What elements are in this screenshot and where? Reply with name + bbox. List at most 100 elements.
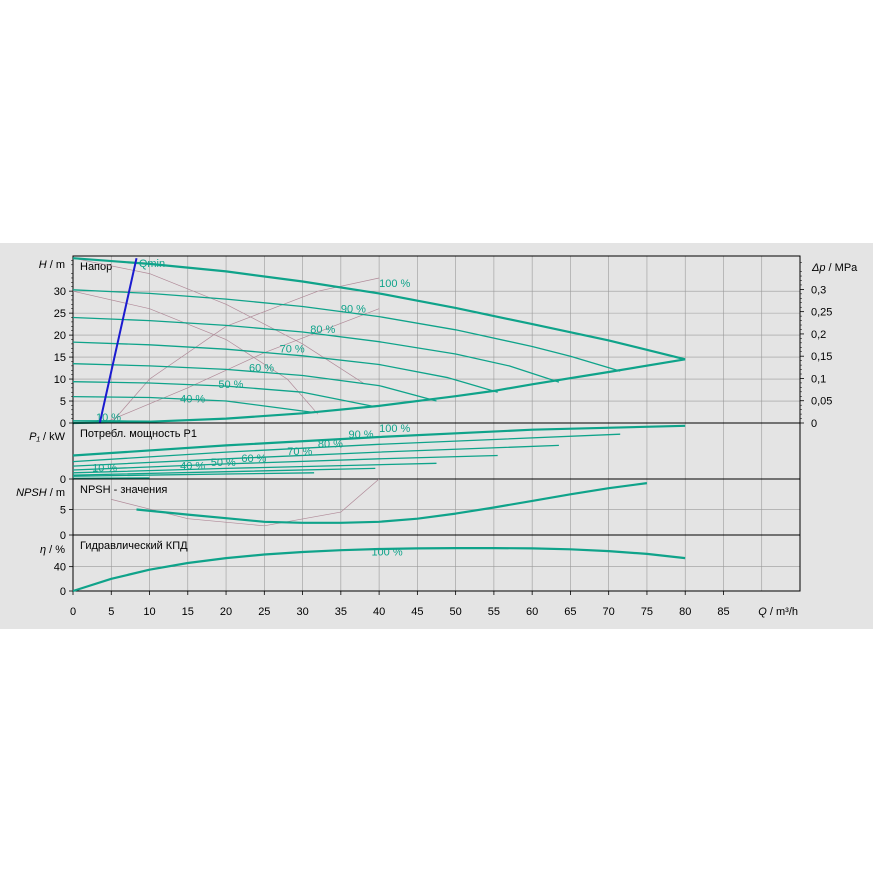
series-line [72,316,560,383]
y-tick-label: 25 [54,308,66,320]
right-tick-label: 0 [811,418,817,430]
pump-curve-chart: 0 5 10 15 20 25 30 35 40 45 50 55 60 65 70 75 80 85 Q / m³… [0,243,873,629]
series-line [72,363,437,402]
panel-frame [72,534,801,592]
qmin-line [98,257,138,424]
series-label: 100 % [379,278,410,290]
series-line [72,547,686,593]
y-tick-label: 30 [54,286,66,298]
panel-efficiency: 0 40 Гидравлический КПД η / % 100 % [40,534,801,598]
series-label: 60 % [241,453,266,465]
right-axis-label: Δp / MPa [811,262,858,274]
x-tick-label: 50 [450,606,462,618]
series-label: 70 % [280,344,305,356]
right-axis-symbol: Δp [811,262,826,274]
series-line [72,395,315,414]
y-tick-label: 20 [54,330,66,342]
qmin-label: Qmin [139,258,165,270]
x-axis-symbol: Q [758,606,767,618]
y-axis-label: P₁ / kW [29,431,65,443]
series-line [72,433,621,463]
series-line [72,444,559,467]
series-line [72,454,498,471]
series-line [72,467,376,476]
guide-curve [72,290,319,415]
series-label: 90 % [348,429,373,441]
y-tick-label: 15 [54,352,66,364]
series-line [72,358,686,425]
right-tick-label: 0,1 [811,373,826,385]
series-label: 60 % [249,363,274,375]
y-axis-symbol: NPSH [16,487,47,499]
pump-curve-svg: 0 5 10 15 20 25 30 35 40 45 50 55 60 65 70 75 80 85 Q / m³… [16,255,858,618]
guide-curve [103,308,380,424]
y-tick-label: 10 [54,374,66,386]
panel-title: Напор [80,261,112,273]
series-label: 40 % [180,393,205,405]
right-axis-unit: / MPa [826,262,859,274]
y-tick-label: 5 [60,505,66,517]
series-label: 80 % [310,324,335,336]
x-tick-label: 45 [411,606,423,618]
right-tick-label: 0,05 [811,396,832,408]
series-label: 10 % [92,463,117,475]
x-tick-label: 40 [373,606,385,618]
x-tick-label: 55 [488,606,500,618]
panel-title: Гидравлический КПД [80,540,188,552]
x-tick-label: 0 [70,606,76,618]
panel-npsh: 0 5 NPSH - значения NPSH / m [16,478,801,542]
series-label: 100 % [379,423,410,435]
series-label: 50 % [211,457,236,469]
series-line [72,381,376,408]
y-axis-unit: / kW [40,431,66,443]
series-label: 70 % [287,446,312,458]
x-tick-label: 20 [220,606,232,618]
panel-title: NPSH - значения [80,484,167,496]
x-tick-label: 25 [258,606,270,618]
y-tick-label: 40 [54,562,66,574]
right-tick-label: 0,25 [811,307,832,319]
y-axis-symbol: P₁ [29,431,40,443]
x-tick-label: 35 [335,606,347,618]
x-tick-label: 60 [526,606,538,618]
series-label: 90 % [341,303,366,315]
y-axis-unit: / m [47,487,65,499]
y-tick-label: 5 [60,396,66,408]
y-tick-label: 0 [60,530,66,542]
y-axis-unit: / % [46,544,65,556]
y-axis-label: H / m [39,259,65,271]
x-tick-label: 10 [143,606,155,618]
series-line [72,424,686,457]
right-tick-label: 0,3 [811,284,826,296]
series-line [72,462,437,474]
series-line [136,482,648,524]
right-tick-label: 0,2 [811,329,826,341]
series-label: 100 % [371,547,402,559]
series-label: 40 % [180,460,205,472]
x-tick-label: 85 [717,606,729,618]
series-label: 50 % [218,379,243,391]
x-tick-label: 65 [564,606,576,618]
series-line [72,289,621,372]
panel-title: Потребл. мощность P1 [80,428,197,440]
y-axis-unit: / m [47,259,65,271]
series-line [72,257,686,361]
y-axis-label: NPSH / m [16,487,65,499]
right-tick-label: 0,15 [811,351,832,363]
y-axis-symbol: H [39,259,47,271]
y-tick-label: 0 [60,418,66,430]
x-tick-label: 70 [603,606,615,618]
y-tick-label: 0 [60,474,66,486]
x-tick-label: 15 [182,606,194,618]
x-tick-label: 75 [641,606,653,618]
x-tick-label: 5 [108,606,114,618]
series-line [72,477,150,480]
guide-curve [72,257,364,384]
y-axis-symbol: η [40,544,46,556]
series-line [72,341,498,393]
y-tick-label: 0 [60,586,66,598]
series-line [72,472,315,477]
x-tick-label: 80 [679,606,691,618]
y-axis-label: η / % [40,544,65,556]
x-axis-label: Q / m³/h [758,606,798,618]
